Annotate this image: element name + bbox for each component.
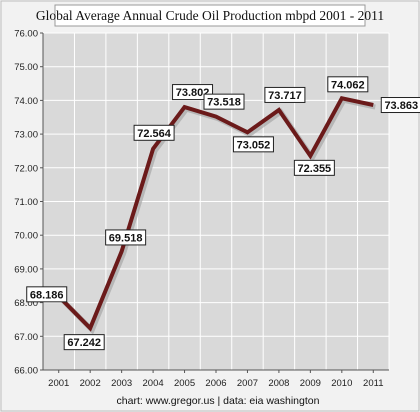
x-tick-label: 2006 [205,378,226,389]
x-tick-label: 2001 [48,378,69,389]
data-label-box [63,334,105,351]
data-label-box [327,76,369,93]
data-label: 72.564 [137,128,172,140]
data-label-box [380,97,420,114]
data-label: 73.717 [268,90,302,102]
x-tick-label: 2008 [268,378,289,389]
data-label-box [172,84,214,101]
series-line [57,96,374,332]
y-tick-label: 72.00 [14,163,38,174]
data-label: 74.062 [331,79,365,91]
x-tick-label: 2009 [300,378,321,389]
y-tick-label: 66.00 [14,366,38,377]
x-tick-label: 2002 [80,378,101,389]
title-box [54,4,366,27]
y-tick-label: 75.00 [14,62,38,73]
data-label: 72.355 [298,163,332,175]
y-tick-label: 69.00 [14,264,38,275]
data-label-box [133,124,175,141]
data-label: 67.242 [67,337,101,349]
y-axis: 66.00 67.00 68.00 69.00 70.00 71.00 72.00 73.00… [14,29,44,377]
y-tick-label: 71.00 [14,197,38,208]
x-tick-label: 2007 [237,378,258,389]
data-label-box [293,159,335,176]
data-label-box [264,86,306,103]
chart-title: Global Average Annual Crude Oil Producti… [36,8,384,23]
y-tick-label: 73.00 [14,130,38,141]
x-tick-label: 2004 [143,378,164,389]
y-tick-label: 76.00 [14,29,38,40]
x-axis: 2001 2002 2003 2004 2005 2006 2007 2008 2009 2010… [43,369,389,389]
y-tick-label: 74.00 [14,96,38,107]
y-tick-label: 67.00 [14,332,38,343]
data-label: 69.518 [109,232,143,244]
y-tick-label: 68.00 [14,298,38,309]
x-tick-label: 2011 [363,378,383,389]
series-lines [57,96,376,335]
x-tick-label: 2010 [331,378,352,389]
data-label-box [26,286,68,303]
data-label: 73.052 [237,139,271,151]
x-tick-label: 2005 [174,378,195,389]
data-label-box [105,229,147,246]
data-label: 73.863 [384,100,418,112]
data-label: 73.802 [176,87,210,99]
data-label: 73.518 [207,97,241,109]
data-label: 68.186 [30,289,64,301]
chart-credit: chart: www.gregor.us | data: eia washing… [117,395,320,407]
data-label-box [232,136,274,153]
data-label-box [203,93,245,110]
x-tick-label: 2003 [111,378,132,389]
y-tick-label: 70.00 [14,231,38,242]
